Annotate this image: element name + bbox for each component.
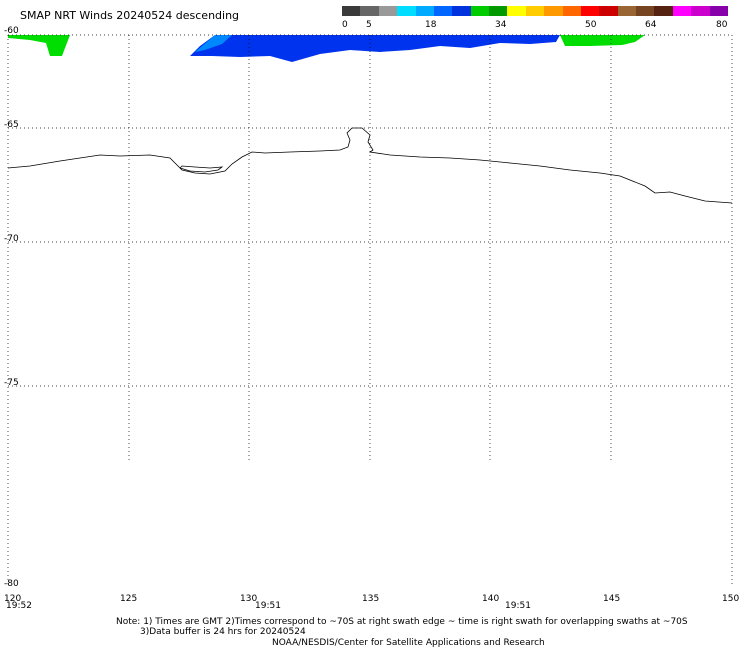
colorbar-segment <box>525 6 545 16</box>
colorbar-segment <box>580 6 600 16</box>
colorbar-segment <box>489 6 508 16</box>
colorbar-tick-label: 0 <box>342 20 348 30</box>
wind-swath-green-left <box>8 35 70 56</box>
graticule <box>8 34 732 463</box>
colorbar-segment <box>672 6 692 16</box>
colorbar-tick-label: 50 <box>585 20 597 30</box>
wind-swath-blue <box>190 35 560 62</box>
colorbar-segment <box>709 6 728 16</box>
swath-time: 19:51 <box>505 601 531 611</box>
lon-label: 135 <box>362 594 380 604</box>
colorbar-segment <box>415 6 434 16</box>
colorbar-segment <box>342 6 361 16</box>
coastline-island <box>179 165 224 173</box>
lat-label: -70 <box>4 234 19 244</box>
wind-speed-colorbar <box>342 6 728 16</box>
colorbar-segment <box>507 6 526 16</box>
colorbar-tick-label: 64 <box>645 20 657 30</box>
lon-label: 120 <box>4 594 22 604</box>
lon-label: 145 <box>603 594 621 604</box>
colorbar-segment <box>360 6 379 16</box>
coastline <box>7 127 733 204</box>
lon-label: 125 <box>120 594 138 604</box>
colorbar-tick-label: 80 <box>716 20 728 30</box>
lat-label: -60 <box>4 26 19 36</box>
lon-label: 140 <box>482 594 500 604</box>
wind-swath-blue-edge <box>195 35 232 52</box>
colorbar-segment <box>562 6 581 16</box>
colorbar-segment <box>397 6 416 16</box>
colorbar-tick-label: 18 <box>425 20 437 30</box>
colorbar-tick-label: 34 <box>495 20 507 30</box>
note-line-2: 3)Data buffer is 24 hrs for 20240524 <box>140 627 306 637</box>
map-frame <box>7 35 733 586</box>
colorbar-segment <box>433 6 453 16</box>
swath-time: 19:51 <box>255 601 281 611</box>
swath-time: 19:52 <box>6 601 32 611</box>
lat-label: -65 <box>4 120 19 130</box>
map-title: SMAP NRT Winds 20240524 descending <box>20 9 240 22</box>
lat-label: -75 <box>4 378 19 388</box>
colorbar-tick-label: 5 <box>366 20 372 30</box>
colorbar-segment <box>617 6 636 16</box>
note-line-3: NOAA/NESDIS/Center for Satellite Applica… <box>272 638 545 648</box>
wind-swath-green-right <box>560 35 645 46</box>
colorbar-segment <box>378 6 398 16</box>
colorbar-segment <box>470 6 489 16</box>
lat-label: -80 <box>4 579 19 589</box>
colorbar-segment <box>452 6 471 16</box>
colorbar-segment <box>691 6 710 16</box>
note-line-1: Note: 1) Times are GMT 2)Times correspon… <box>116 617 688 627</box>
colorbar-segment <box>544 6 563 16</box>
colorbar-segment <box>599 6 618 16</box>
lon-label: 130 <box>240 594 258 604</box>
lon-label: 150 <box>722 594 740 604</box>
colorbar-segment <box>636 6 655 16</box>
colorbar-segment <box>654 6 673 16</box>
